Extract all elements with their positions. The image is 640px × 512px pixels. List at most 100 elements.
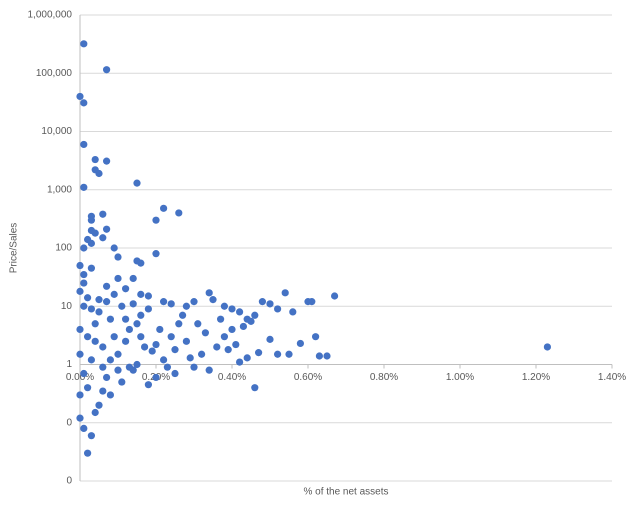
point	[80, 270, 88, 279]
point	[84, 449, 92, 457]
point	[114, 350, 122, 358]
x-tick-label: 1.00%	[446, 372, 474, 383]
point	[76, 287, 84, 295]
point	[133, 179, 141, 187]
x-tick-label: 1.40%	[598, 372, 626, 383]
point	[182, 337, 190, 345]
point	[258, 298, 266, 306]
point	[156, 325, 164, 334]
point	[103, 66, 111, 74]
point	[236, 308, 244, 316]
point	[205, 366, 213, 374]
point	[84, 294, 92, 302]
point	[110, 290, 118, 298]
point	[160, 298, 168, 306]
point	[220, 302, 228, 310]
point	[152, 216, 160, 224]
point	[148, 347, 156, 355]
point	[114, 274, 122, 283]
point	[99, 210, 107, 218]
point	[247, 317, 255, 325]
point	[251, 384, 259, 392]
point	[80, 424, 88, 432]
point	[182, 302, 190, 310]
point	[198, 350, 206, 358]
point	[91, 155, 99, 164]
point	[160, 204, 168, 212]
point	[266, 300, 274, 308]
point	[186, 354, 194, 362]
point	[543, 343, 552, 351]
point	[91, 408, 99, 417]
point	[137, 290, 145, 298]
point	[76, 92, 84, 101]
point	[91, 229, 99, 237]
point	[80, 279, 88, 287]
point	[87, 432, 95, 440]
point	[106, 356, 114, 364]
point	[251, 311, 259, 319]
point	[289, 308, 297, 316]
point	[95, 401, 103, 409]
x-axis-title: % of the net assets	[303, 487, 388, 498]
point	[224, 346, 232, 354]
point	[213, 343, 221, 351]
y-tick-label: 100,000	[36, 68, 73, 79]
point	[266, 335, 274, 343]
point	[106, 315, 114, 323]
x-tick-label: 0.40%	[218, 372, 246, 383]
point	[315, 352, 323, 360]
point	[114, 253, 122, 261]
point	[76, 391, 84, 399]
x-tick-label: 1.20%	[522, 372, 550, 383]
point	[80, 183, 88, 191]
point	[118, 378, 126, 386]
point	[129, 274, 137, 283]
point	[190, 363, 198, 371]
point	[144, 381, 152, 389]
point	[179, 311, 187, 319]
point	[236, 358, 244, 366]
point	[137, 311, 145, 319]
point	[308, 298, 316, 306]
point	[103, 373, 111, 382]
point	[76, 350, 84, 358]
point	[129, 300, 137, 308]
point	[167, 300, 175, 308]
y-axis-title: Price/Sales	[9, 223, 20, 274]
point	[122, 285, 130, 293]
point	[99, 234, 107, 242]
point	[87, 305, 95, 313]
point	[103, 225, 111, 233]
point	[228, 305, 236, 313]
point	[110, 244, 118, 252]
y-tick-label: 10,000	[41, 126, 72, 137]
y-tick-label: 0	[66, 476, 72, 487]
point	[331, 292, 339, 300]
point	[95, 308, 103, 316]
point	[99, 363, 107, 371]
point	[99, 387, 107, 395]
point	[84, 384, 92, 392]
y-tick-label: 1,000	[47, 184, 72, 195]
point	[133, 320, 141, 328]
point	[228, 325, 236, 334]
point	[323, 352, 331, 360]
point	[76, 261, 84, 270]
point	[167, 333, 175, 341]
point	[91, 337, 99, 345]
point	[144, 305, 152, 313]
point	[122, 315, 130, 323]
point	[87, 356, 95, 364]
point	[76, 414, 84, 422]
point	[99, 343, 107, 351]
point	[171, 369, 179, 378]
point	[194, 320, 202, 328]
point	[190, 298, 198, 306]
point	[87, 264, 95, 272]
point	[137, 333, 145, 341]
point	[243, 354, 251, 362]
point	[103, 298, 111, 306]
point	[76, 325, 84, 334]
